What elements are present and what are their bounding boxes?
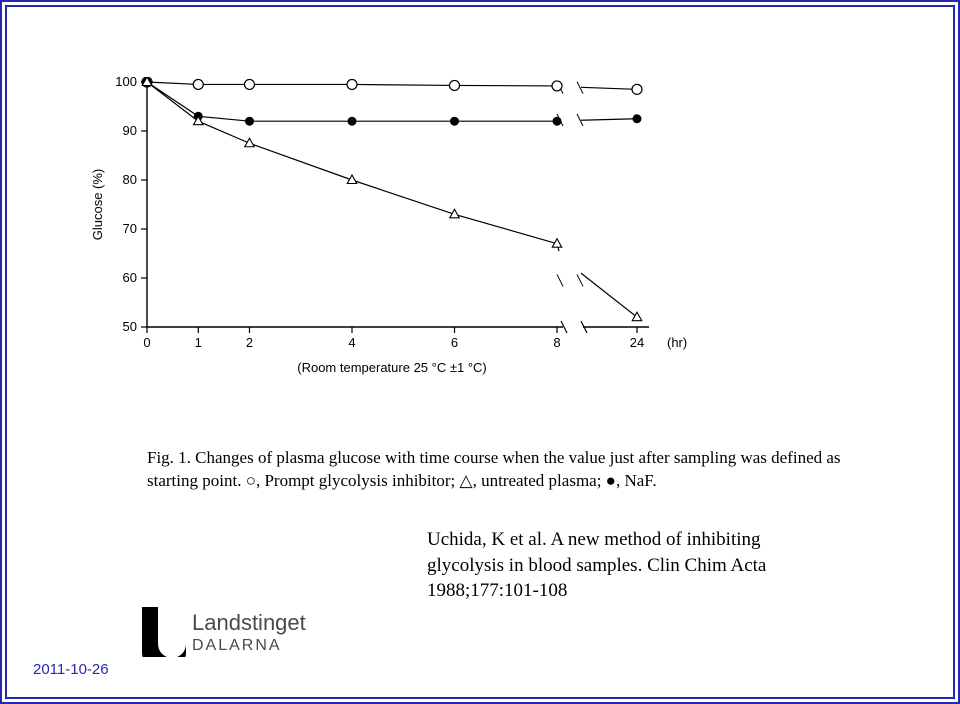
citation-line2: glycolysis in blood samples. Clin Chim A… (427, 555, 766, 576)
svg-text:8: 8 (553, 335, 560, 350)
svg-text:24: 24 (630, 335, 644, 350)
svg-text:Glucose (%): Glucose (%) (90, 169, 105, 241)
svg-text:2: 2 (246, 335, 253, 350)
citation: Uchida, K et al. A new method of inhibit… (427, 527, 927, 604)
logo-top-text: Landstinget (192, 610, 306, 635)
svg-text:0: 0 (143, 335, 150, 350)
caption-line2: starting point. ○, Prompt glycolysis inh… (147, 471, 657, 490)
caption-line1: Fig. 1. Changes of plasma glucose with t… (147, 448, 841, 467)
svg-text:(hr): (hr) (667, 335, 687, 350)
figure-caption: Fig. 1. Changes of plasma glucose with t… (147, 447, 927, 493)
svg-text:50: 50 (123, 319, 137, 334)
date-stamp: 2011-10-26 (33, 661, 109, 678)
svg-text:70: 70 (123, 221, 137, 236)
svg-text:80: 80 (123, 172, 137, 187)
citation-line3: 1988;177:101-108 (427, 580, 567, 601)
svg-text:60: 60 (123, 270, 137, 285)
glucose-chart: 506070809010001246824(hr)(Room temperatu… (77, 77, 857, 417)
svg-text:6: 6 (451, 335, 458, 350)
outer-frame: 506070809010001246824(hr)(Room temperatu… (0, 0, 960, 704)
svg-text:1: 1 (195, 335, 202, 350)
svg-text:4: 4 (348, 335, 355, 350)
svg-text:90: 90 (123, 123, 137, 138)
slide-content: 506070809010001246824(hr)(Room temperatu… (27, 17, 933, 677)
svg-text:100: 100 (115, 77, 137, 89)
svg-text:(Room temperature 25 °C ±1 °C): (Room temperature 25 °C ±1 °C) (297, 360, 486, 375)
logo-bottom-text: DALARNA (192, 637, 282, 654)
logo-icon (142, 607, 186, 657)
landstinget-logo: Landstinget DALARNA (142, 602, 352, 657)
inner-frame: 506070809010001246824(hr)(Room temperatu… (5, 5, 955, 699)
citation-line1: Uchida, K et al. A new method of inhibit… (427, 529, 761, 550)
